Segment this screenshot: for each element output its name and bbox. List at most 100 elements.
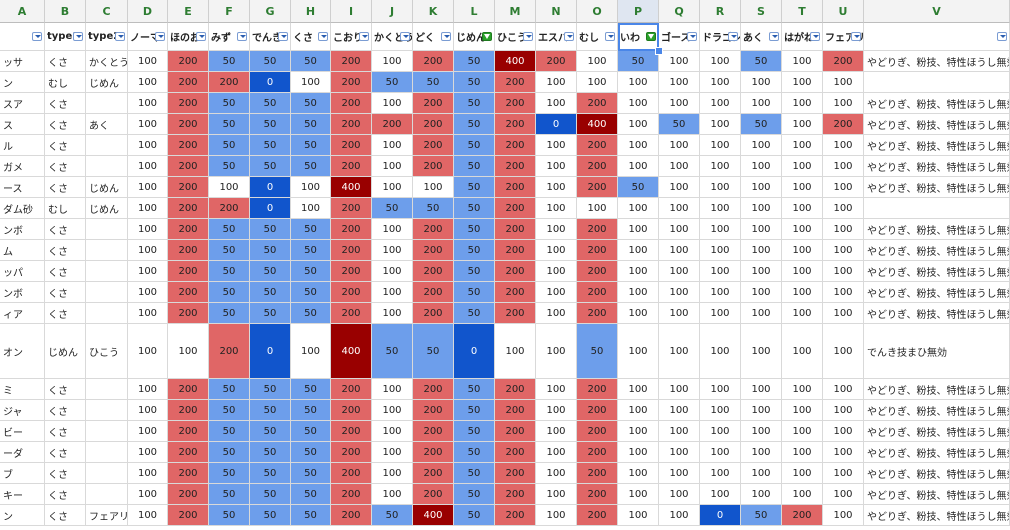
cell-h[interactable]: 50 (291, 261, 331, 282)
column-header-p[interactable]: P (618, 0, 659, 23)
filter-dropdown-icon[interactable] (400, 31, 410, 41)
cell-g[interactable]: 50 (250, 442, 291, 463)
cell-m[interactable]: 200 (495, 303, 536, 324)
cell-e[interactable]: 200 (168, 156, 209, 177)
header-cell-m[interactable]: ひこう (495, 23, 536, 51)
cell-i[interactable]: 200 (331, 114, 372, 135)
cell-f[interactable]: 50 (209, 51, 250, 72)
cell-e[interactable]: 200 (168, 463, 209, 484)
cell-d[interactable]: 100 (128, 93, 168, 114)
cell-p[interactable]: 100 (618, 219, 659, 240)
cell-v[interactable]: やどりぎ、粉技、特性ほうし無効 (864, 156, 1010, 177)
cell-r[interactable]: 100 (700, 240, 741, 261)
cell-j[interactable]: 100 (372, 463, 413, 484)
cell-m[interactable]: 200 (495, 379, 536, 400)
cell-b[interactable]: くさ (45, 421, 86, 442)
cell-i[interactable]: 200 (331, 93, 372, 114)
cell-g[interactable]: 50 (250, 282, 291, 303)
cell-r[interactable]: 100 (700, 282, 741, 303)
cell-q[interactable]: 100 (659, 51, 700, 72)
cell-e[interactable]: 200 (168, 484, 209, 505)
cell-o[interactable]: 200 (577, 421, 618, 442)
cell-k[interactable]: 200 (413, 93, 454, 114)
cell-k[interactable]: 200 (413, 261, 454, 282)
cell-o[interactable]: 200 (577, 156, 618, 177)
cell-m[interactable]: 200 (495, 282, 536, 303)
column-header-o[interactable]: O (577, 0, 618, 23)
cell-s[interactable]: 50 (741, 114, 782, 135)
cell-r[interactable]: 100 (700, 421, 741, 442)
cell-p[interactable]: 100 (618, 240, 659, 261)
cell-p[interactable]: 100 (618, 379, 659, 400)
cell-l[interactable]: 50 (454, 463, 495, 484)
filter-active-icon[interactable] (646, 31, 656, 41)
cell-m[interactable]: 200 (495, 93, 536, 114)
cell-b[interactable]: くさ (45, 379, 86, 400)
cell-n[interactable]: 100 (536, 177, 577, 198)
cell-p[interactable]: 100 (618, 261, 659, 282)
cell-o[interactable]: 200 (577, 303, 618, 324)
cell-e[interactable]: 200 (168, 198, 209, 219)
cell-e[interactable]: 200 (168, 177, 209, 198)
cell-g[interactable]: 50 (250, 400, 291, 421)
cell-d[interactable]: 100 (128, 177, 168, 198)
cell-h[interactable]: 100 (291, 72, 331, 93)
cell-c[interactable] (86, 282, 128, 303)
cell-h[interactable]: 50 (291, 219, 331, 240)
cell-i[interactable]: 200 (331, 442, 372, 463)
cell-q[interactable]: 100 (659, 421, 700, 442)
cell-s[interactable]: 100 (741, 421, 782, 442)
cell-a[interactable]: ース (0, 177, 45, 198)
header-cell-r[interactable]: ドラゴン (700, 23, 741, 51)
cell-c[interactable] (86, 463, 128, 484)
cell-d[interactable]: 100 (128, 72, 168, 93)
cell-h[interactable]: 50 (291, 93, 331, 114)
cell-g[interactable]: 50 (250, 421, 291, 442)
cell-j[interactable]: 200 (372, 114, 413, 135)
cell-r[interactable]: 100 (700, 442, 741, 463)
cell-j[interactable]: 50 (372, 324, 413, 379)
cell-l[interactable]: 50 (454, 219, 495, 240)
cell-s[interactable]: 50 (741, 51, 782, 72)
cell-a[interactable]: ーダ (0, 442, 45, 463)
cell-c[interactable]: ひこう (86, 324, 128, 379)
cell-t[interactable]: 100 (782, 282, 823, 303)
header-cell-l[interactable]: じめん (454, 23, 495, 51)
cell-q[interactable]: 100 (659, 135, 700, 156)
cell-d[interactable]: 100 (128, 51, 168, 72)
cell-l[interactable]: 50 (454, 51, 495, 72)
cell-r[interactable]: 100 (700, 303, 741, 324)
cell-b[interactable]: じめん (45, 324, 86, 379)
cell-t[interactable]: 100 (782, 442, 823, 463)
cell-q[interactable]: 100 (659, 400, 700, 421)
cell-d[interactable]: 100 (128, 505, 168, 526)
cell-u[interactable]: 100 (823, 324, 864, 379)
cell-a[interactable]: ム (0, 240, 45, 261)
filter-dropdown-icon[interactable] (441, 31, 451, 41)
cell-k[interactable]: 50 (413, 198, 454, 219)
cell-h[interactable]: 50 (291, 421, 331, 442)
cell-a[interactable]: キー (0, 484, 45, 505)
cell-n[interactable]: 100 (536, 442, 577, 463)
cell-f[interactable]: 100 (209, 177, 250, 198)
cell-b[interactable]: むし (45, 72, 86, 93)
cell-h[interactable]: 50 (291, 240, 331, 261)
cell-l[interactable]: 50 (454, 135, 495, 156)
cell-d[interactable]: 100 (128, 240, 168, 261)
cell-o[interactable]: 200 (577, 484, 618, 505)
cell-u[interactable]: 100 (823, 484, 864, 505)
cell-o[interactable]: 200 (577, 177, 618, 198)
cell-n[interactable]: 100 (536, 135, 577, 156)
cell-m[interactable]: 200 (495, 505, 536, 526)
cell-h[interactable]: 50 (291, 135, 331, 156)
cell-a[interactable]: ビー (0, 421, 45, 442)
cell-b[interactable]: くさ (45, 135, 86, 156)
cell-u[interactable]: 200 (823, 114, 864, 135)
cell-u[interactable]: 100 (823, 282, 864, 303)
cell-v[interactable]: やどりぎ、粉技、特性ほうし無効 (864, 261, 1010, 282)
cell-l[interactable]: 50 (454, 261, 495, 282)
cell-k[interactable]: 50 (413, 324, 454, 379)
filter-dropdown-icon[interactable] (851, 31, 861, 41)
cell-m[interactable]: 200 (495, 135, 536, 156)
cell-u[interactable]: 100 (823, 72, 864, 93)
